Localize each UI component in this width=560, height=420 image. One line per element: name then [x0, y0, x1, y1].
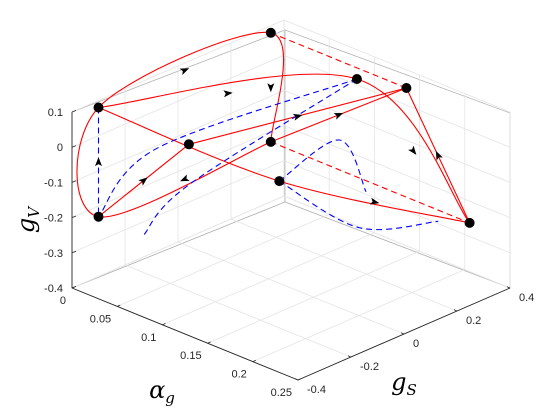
x-tick-label: 0	[60, 295, 66, 307]
y-tick-mark	[347, 355, 352, 358]
x-tick-mark	[252, 359, 256, 362]
arrow-marker	[223, 90, 233, 98]
y-tick-label: -0.2	[360, 361, 379, 373]
y-tick-mark	[453, 309, 458, 312]
z-tick-mark	[71, 110, 77, 113]
y-tick-label: -0.4	[307, 384, 326, 396]
z-tick-mark	[71, 250, 77, 254]
y-tick-label: 0.2	[466, 315, 481, 327]
x-tick-mark	[71, 286, 76, 289]
dashed-curve	[270, 32, 407, 89]
x-tick-labels: 0 0.05 0.1 0.15 0.2 0.25	[60, 286, 302, 399]
z-tick-mark	[71, 145, 77, 148]
grid-line-z	[283, 54, 511, 148]
data-point	[401, 83, 412, 93]
x-tick-label: 0.2	[232, 369, 247, 381]
z-tick-label: -0.4	[44, 283, 63, 295]
grid-line-z	[71, 54, 285, 148]
arrow-marker	[180, 174, 190, 182]
x-tick-label: 0.05	[90, 313, 111, 325]
z-tick-label: 0	[57, 142, 63, 154]
data-point	[93, 102, 104, 113]
arrow-marker	[179, 68, 190, 76]
x-axis-edge	[71, 287, 299, 381]
dashed-curve	[278, 139, 367, 193]
dashed-curve	[98, 78, 358, 218]
grid-line-z	[71, 125, 285, 218]
grid-line-z	[71, 19, 285, 113]
x-tick-mark	[297, 378, 302, 381]
x-tick-mark	[162, 323, 166, 326]
dashed-curve	[279, 180, 439, 231]
x-tick-mark	[117, 304, 121, 307]
arrow-marker	[435, 150, 443, 161]
arrow-marker	[333, 113, 344, 120]
z-tick-mark	[71, 215, 77, 218]
y-tick-mark	[506, 286, 511, 289]
arrow-marker	[267, 83, 275, 93]
data-point	[265, 27, 276, 38]
dashed-curve	[143, 78, 358, 236]
z-axis-label: gV	[12, 205, 43, 233]
arrow-marker	[292, 113, 303, 121]
z-tick-label: -0.1	[44, 177, 63, 189]
axis-panes	[70, 29, 512, 381]
z-tick-label: 0.1	[48, 107, 63, 119]
data-point	[265, 136, 276, 147]
data-point	[93, 211, 104, 222]
y-tick-mark	[294, 378, 299, 381]
x-tick-label: 0.15	[180, 350, 201, 362]
arrow-marker	[95, 157, 102, 167]
arrow-markers	[95, 68, 443, 205]
y-tick-label: 0	[413, 338, 419, 350]
x-axis-label: αg	[149, 376, 175, 407]
data-point	[351, 74, 362, 84]
arrow-marker	[408, 145, 417, 155]
grid-line-y	[124, 264, 352, 358]
y-tick-labels: -0.4 -0.2 0 0.2 0.4	[294, 286, 534, 396]
y-tick-mark	[400, 332, 405, 335]
z-tick-label: -0.3	[44, 248, 63, 260]
grid-line-y	[177, 241, 405, 335]
x-tick-mark	[207, 341, 211, 344]
grid-line-z	[71, 90, 285, 183]
y-tick-label: 0.4	[519, 292, 534, 304]
data-point	[464, 217, 475, 228]
arrow-marker	[369, 197, 380, 205]
data-point	[183, 139, 194, 150]
y-axis-label: gS	[391, 368, 417, 399]
x-tick-label: 0.25	[271, 387, 292, 399]
data-points	[93, 27, 475, 228]
x-tick-label: 0.1	[141, 332, 156, 344]
grid-line-z	[71, 195, 285, 289]
data-point	[274, 176, 285, 187]
z-tick-labels: 0.1 0 -0.1 -0.2 -0.3 -0.4	[44, 107, 77, 295]
grid-line-z	[283, 19, 511, 113]
z-tick-mark	[71, 180, 77, 183]
arrow-marker	[138, 177, 148, 186]
grid-line-y	[230, 218, 458, 312]
grid-line-z	[283, 160, 511, 254]
grid-line-z	[283, 125, 511, 218]
dashed-curve	[270, 141, 470, 224]
grid-line-z	[283, 195, 511, 289]
grid-line-z	[283, 90, 511, 183]
z-tick-label: -0.2	[44, 213, 63, 225]
grid-lines	[71, 19, 511, 381]
grid-line-z	[71, 160, 285, 254]
